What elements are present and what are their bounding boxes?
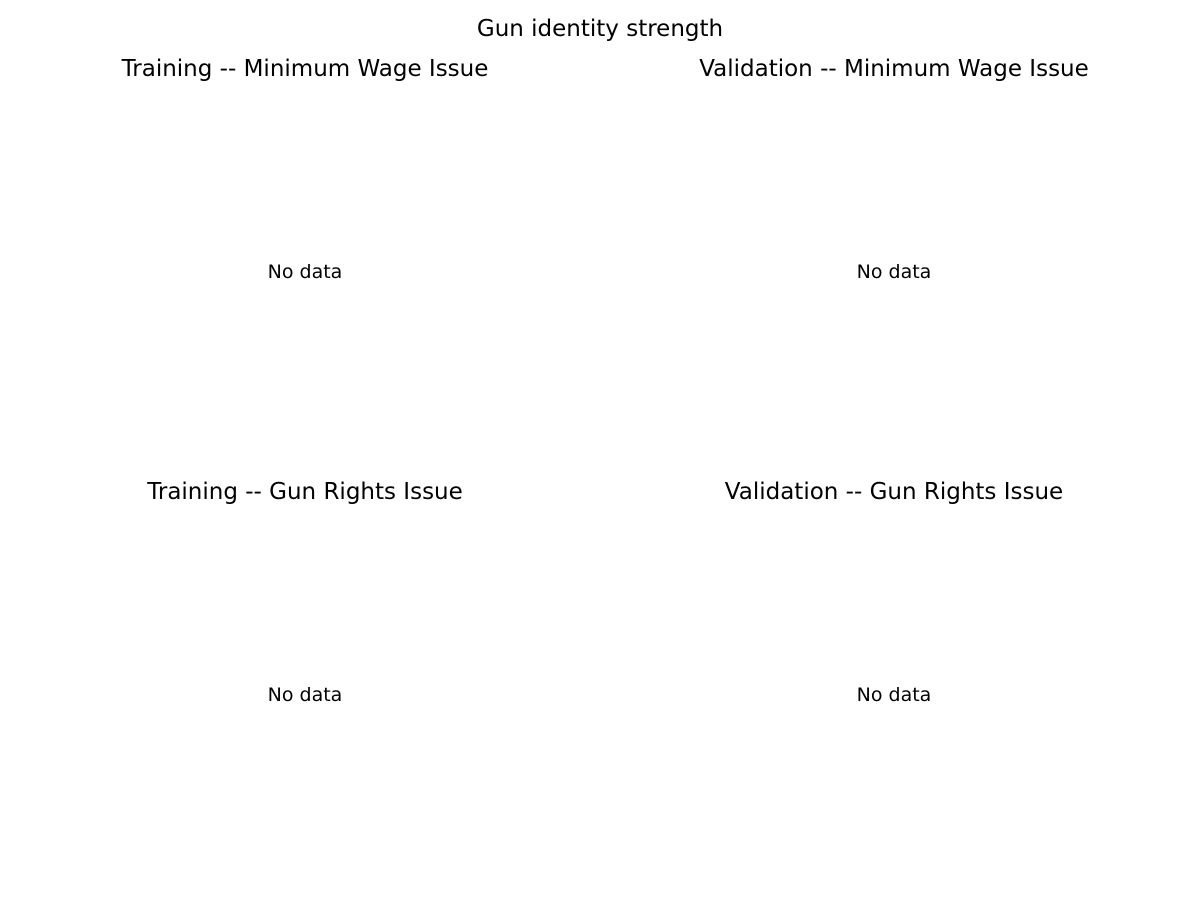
panel-title: Training -- Gun Rights Issue [147, 479, 463, 505]
panel-title: Validation -- Minimum Wage Issue [699, 56, 1089, 82]
no-data-message: No data [267, 261, 343, 283]
panel-title: Training -- Minimum Wage Issue [121, 56, 489, 82]
panel-training-gun-rights: Training -- Gun Rights Issue No data [45, 477, 565, 837]
panel-validation-minimum-wage: Validation -- Minimum Wage Issue No data [634, 54, 1154, 414]
figure-title: Gun identity strength [476, 16, 724, 42]
no-data-message: No data [856, 261, 932, 283]
no-data-message: No data [267, 684, 343, 706]
panel-validation-gun-rights: Validation -- Gun Rights Issue No data [634, 477, 1154, 837]
no-data-message: No data [856, 684, 932, 706]
panel-training-minimum-wage: Training -- Minimum Wage Issue No data [45, 54, 565, 414]
panel-title: Validation -- Gun Rights Issue [724, 479, 1064, 505]
